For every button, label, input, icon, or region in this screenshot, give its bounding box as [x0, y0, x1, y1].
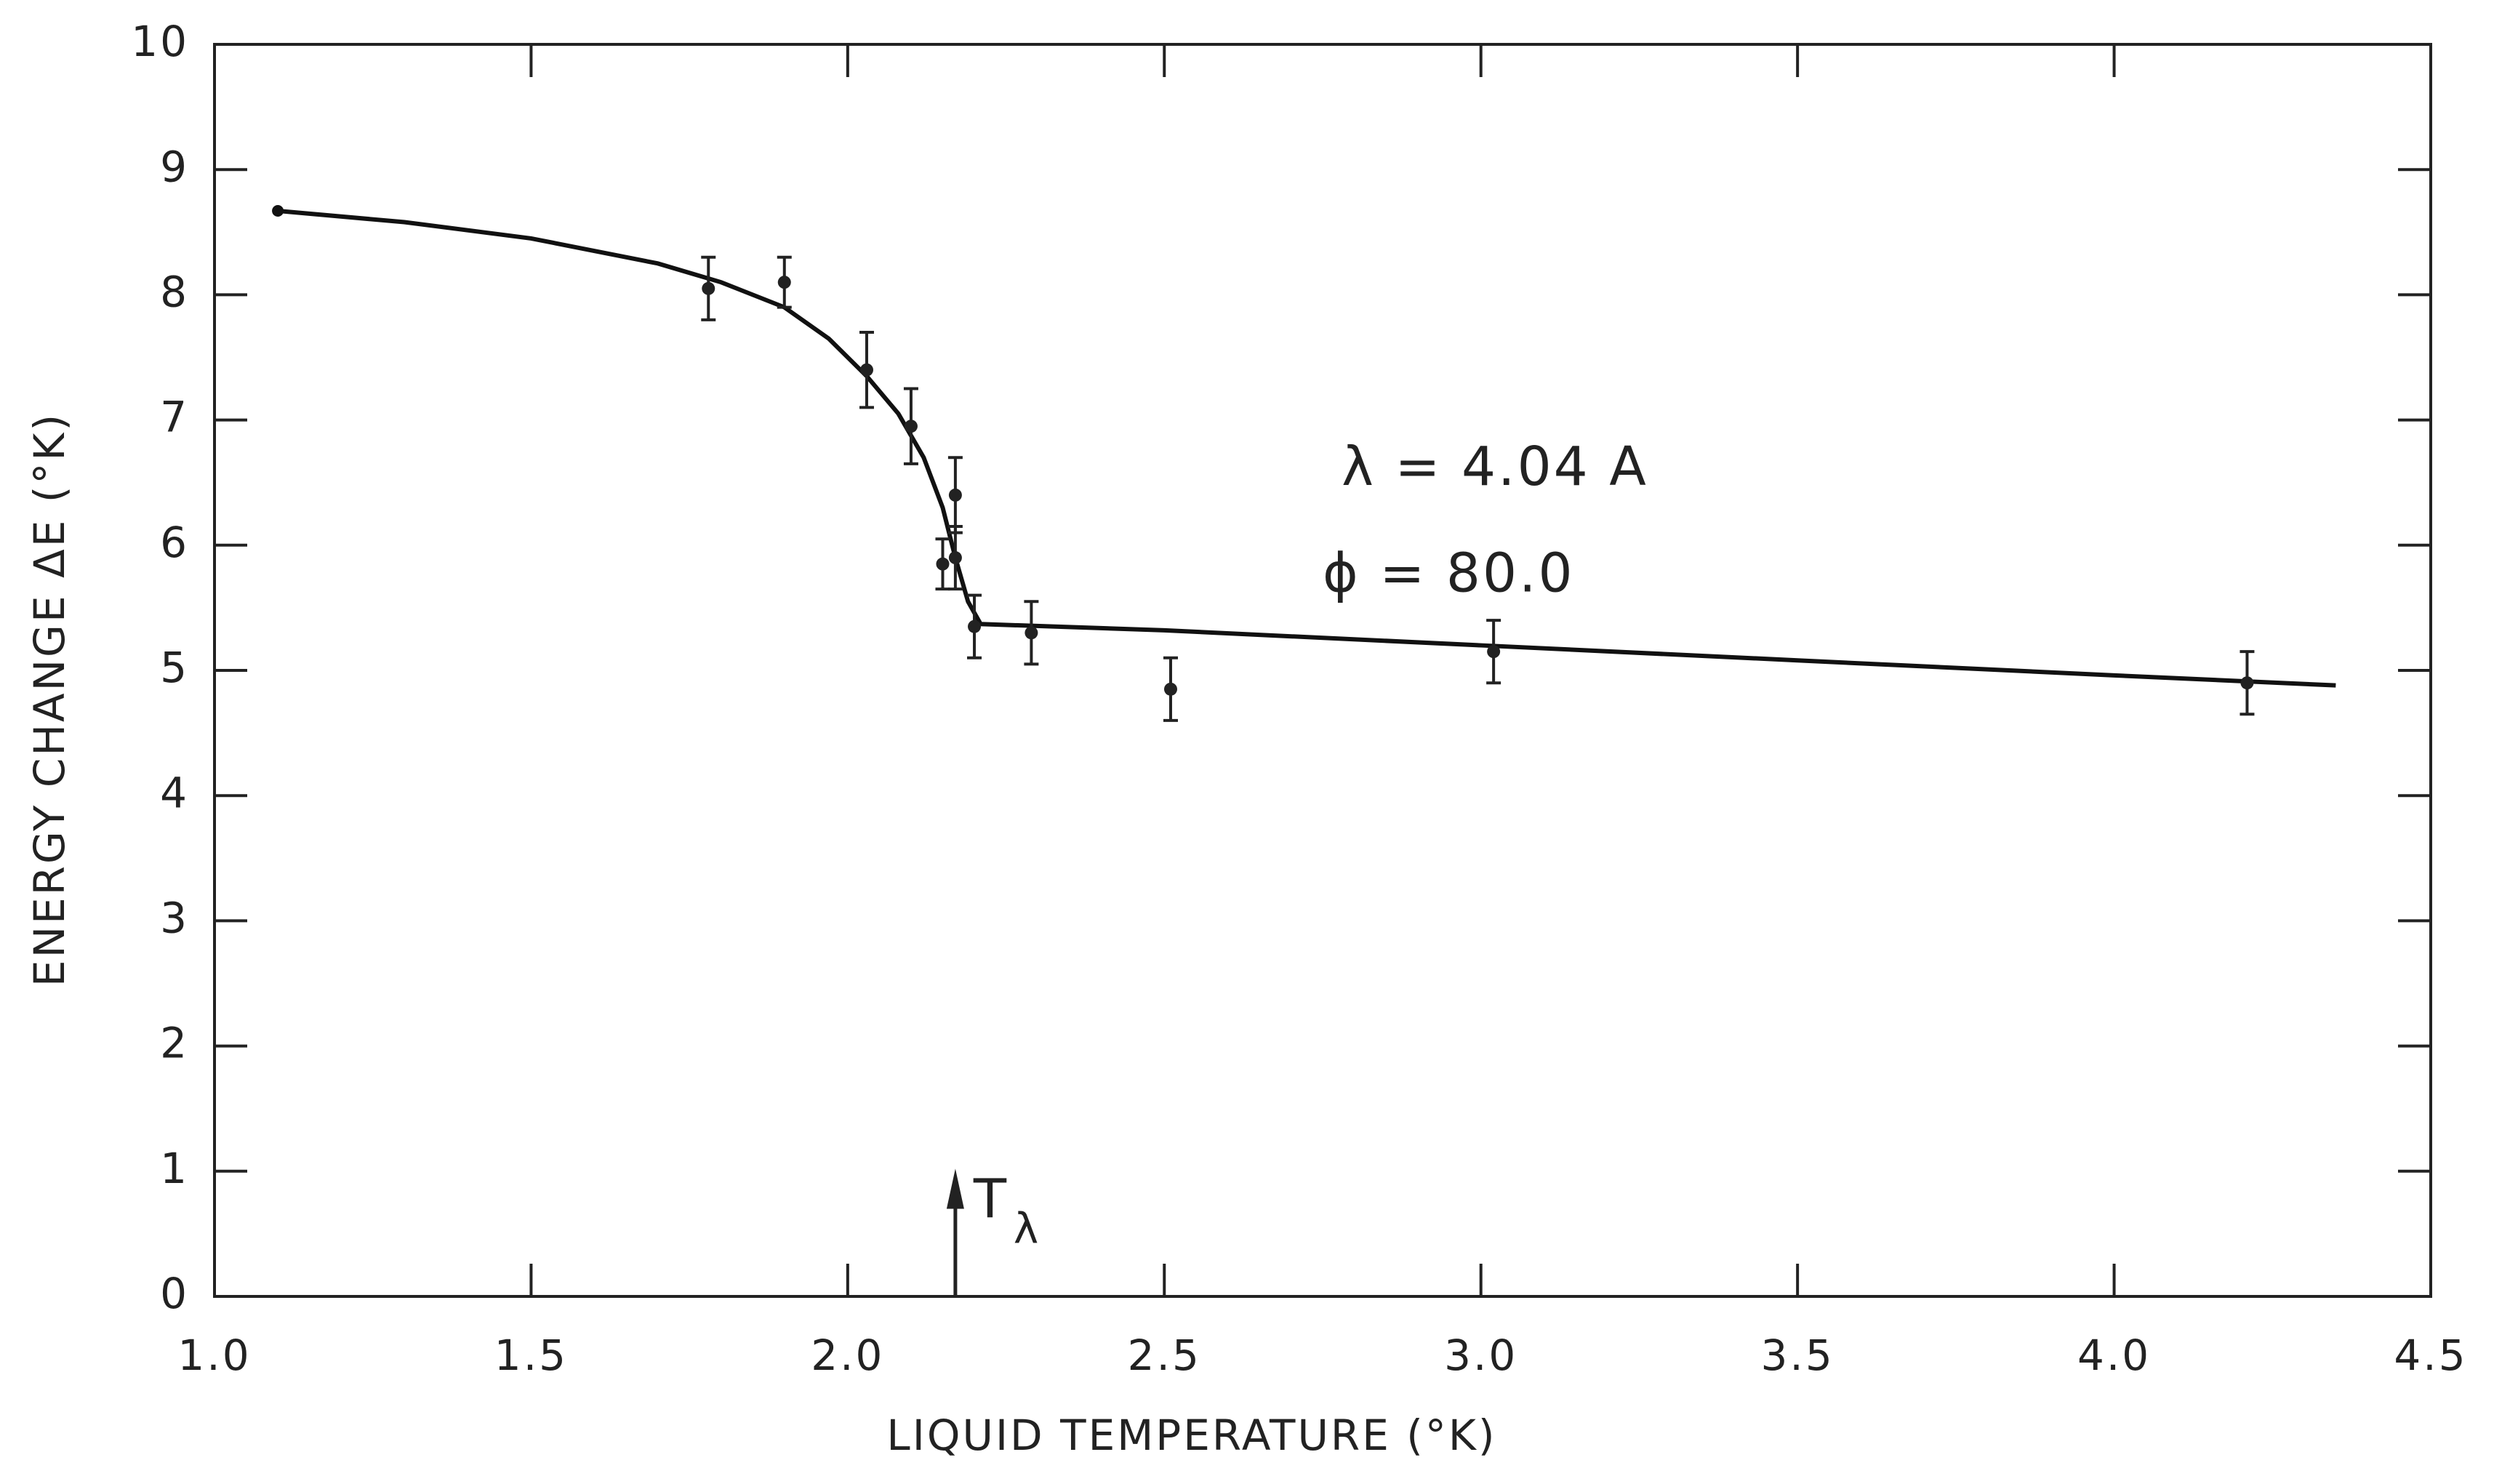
x-tick-label: 2.5 [1128, 1331, 1201, 1380]
x-tick-label: 1.5 [494, 1331, 568, 1380]
lambda-subscript: λ [1014, 1204, 1040, 1254]
data-point [948, 551, 962, 565]
y-tick-label: 8 [160, 268, 189, 317]
curve-start [272, 205, 284, 217]
data-point [948, 488, 962, 502]
x-tick-label: 3.5 [1761, 1331, 1835, 1380]
x-tick-label: 1.0 [177, 1331, 251, 1380]
data-point [1163, 682, 1177, 696]
y-tick-label: 9 [160, 142, 189, 191]
plot-frame [213, 43, 2432, 1298]
y-tick-label: 0 [160, 1269, 189, 1318]
y-tick-label: 1 [160, 1144, 189, 1193]
data-point [936, 557, 950, 571]
lambda-symbol: T [973, 1168, 1009, 1230]
annotation: λ = 4.04 A [1342, 436, 1648, 498]
data-point [1487, 645, 1501, 659]
x-tick-label: 2.0 [811, 1331, 884, 1380]
lambda-arrowhead [946, 1168, 964, 1209]
y-tick-label: 7 [160, 393, 189, 442]
x-tick-label: 3.0 [1444, 1331, 1517, 1380]
data-point [2240, 676, 2254, 690]
data-point [777, 276, 791, 289]
data-point [859, 363, 873, 377]
y-tick-label: 2 [160, 1019, 189, 1068]
annotation: ϕ = 80.0 [1323, 542, 1575, 604]
x-tick-label: 4.5 [2394, 1331, 2467, 1380]
x-axis-label: LIQUID TEMPERATURE (°K) [886, 1411, 1496, 1460]
data-point [1025, 626, 1038, 640]
y-tick-label: 3 [160, 894, 189, 943]
data-point [904, 420, 918, 433]
y-axis-label: ENERGY CHANGE ΔE (°K) [25, 412, 74, 987]
data-point [702, 281, 715, 295]
fit-curve [277, 209, 2336, 688]
y-tick-label: 5 [160, 643, 189, 692]
data-point [968, 619, 982, 633]
y-tick-label: 4 [160, 768, 189, 817]
y-tick-label: 10 [131, 17, 189, 66]
x-tick-label: 4.0 [2077, 1331, 2151, 1380]
y-tick-label: 6 [160, 518, 189, 567]
